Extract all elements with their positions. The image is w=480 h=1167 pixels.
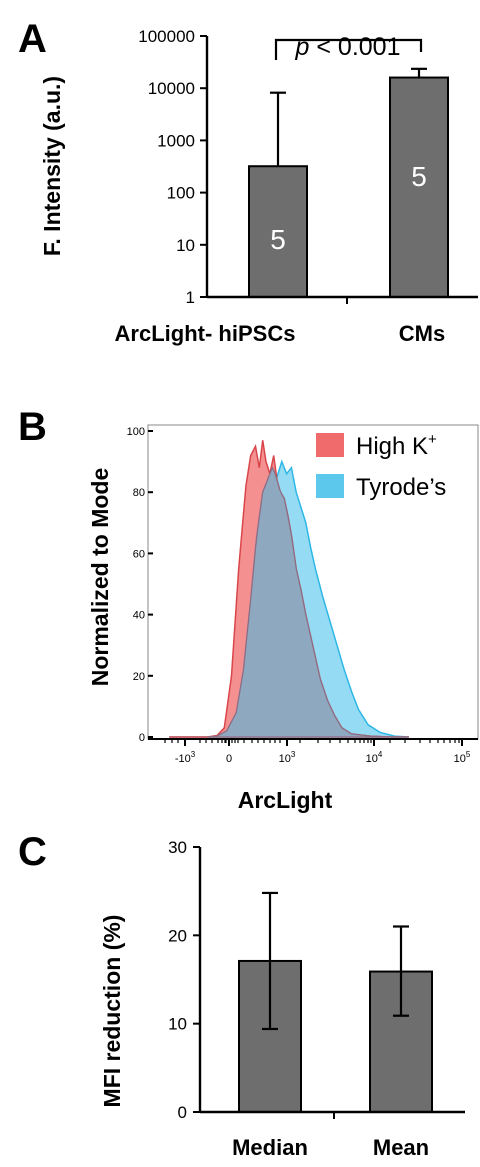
panel-c-y-ticks: 0 10 20 30	[168, 838, 200, 1122]
panel-b: B Normalized to Mode 0 20 40 60 80 100 -103 0 1…	[18, 405, 479, 813]
panel-b-x-tick-label: 103	[279, 750, 296, 765]
panel-b-legend-label: High K+	[356, 431, 437, 460]
panel-a-y-tick-label: 100000	[138, 27, 195, 46]
panel-c-category-labels: Median Mean	[232, 1135, 429, 1160]
panel-a-letter: A	[18, 17, 47, 61]
panel-a-category-label: CMs	[399, 321, 445, 346]
panel-c: C MFI reduction (%) 0 10 20 30 Median Mean	[18, 830, 465, 1160]
panel-b-legend-swatch	[316, 433, 344, 457]
panel-b-x-tick-label: 104	[366, 750, 383, 765]
panel-b-y-tick-label: 0	[139, 732, 145, 744]
panel-b-histogram-overlap	[207, 466, 409, 738]
panel-a-bar-n-label: 5	[411, 161, 427, 192]
panel-c-bars	[238, 891, 433, 1114]
panel-c-y-tick-label: 30	[168, 838, 187, 857]
panel-a-y-axis-title: F. Intensity (a.u.)	[39, 76, 65, 256]
panel-b-x-tick-label: 0	[226, 753, 232, 765]
panel-a-y-tick-label: 1	[186, 288, 195, 307]
significance-bracket	[274, 38, 423, 60]
panel-b-y-tick-label: 60	[133, 548, 145, 560]
panel-b-legend: High K+ Tyrode’s	[316, 431, 446, 501]
panel-a-bar-n-label: 5	[270, 224, 286, 255]
panel-a-y-ticks: 1 10 100 1000 10000 100000	[138, 27, 207, 307]
panel-b-x-tick-label: -103	[175, 750, 196, 765]
panel-c-y-tick-label: 0	[178, 1103, 187, 1122]
panel-b-legend-swatch	[316, 474, 344, 498]
panel-c-category-label: Median	[232, 1135, 308, 1160]
panel-b-y-tick-label: 100	[127, 426, 145, 438]
panel-b-x-tick-label: 105	[454, 750, 471, 765]
panel-a-category-labels: ArcLight- hiPSCs CMs	[115, 321, 446, 346]
panel-b-y-ticks: 0 20 40 60 80 100	[127, 426, 153, 744]
p-value-annotation: p < 0.001	[295, 33, 401, 61]
panel-a-y-tick-label: 10000	[148, 79, 195, 98]
panel-c-y-tick-label: 10	[168, 1015, 187, 1034]
panel-b-y-tick-label: 80	[133, 487, 145, 499]
panel-c-y-axis-title: MFI reduction (%)	[99, 915, 125, 1108]
panel-b-x-axis-title: ArcLight	[238, 787, 333, 813]
panel-b-y-axis-title: Normalized to Mode	[87, 468, 113, 687]
panel-a-bars: 55	[248, 67, 449, 298]
panel-a-y-tick-label: 1000	[157, 131, 195, 150]
panel-c-y-tick-label: 20	[168, 926, 187, 945]
panel-b-legend-label: Tyrode’s	[356, 474, 446, 501]
panel-a: A F. Intensity (a.u.) 1 10 100 1000 10000 100…	[18, 17, 478, 346]
panel-b-y-tick-label: 20	[133, 671, 145, 683]
panel-b-x-ticks: -103 0 103 104 105	[148, 738, 478, 765]
panel-b-histograms	[169, 440, 409, 738]
panel-c-letter: C	[18, 830, 47, 874]
panel-a-y-tick-label: 100	[167, 184, 195, 203]
panel-a-category-label: ArcLight- hiPSCs	[115, 321, 296, 346]
panel-c-category-label: Mean	[373, 1135, 429, 1160]
panel-a-y-tick-label: 10	[176, 236, 195, 255]
panel-b-letter: B	[18, 405, 47, 449]
panel-b-y-tick-label: 40	[133, 610, 145, 622]
